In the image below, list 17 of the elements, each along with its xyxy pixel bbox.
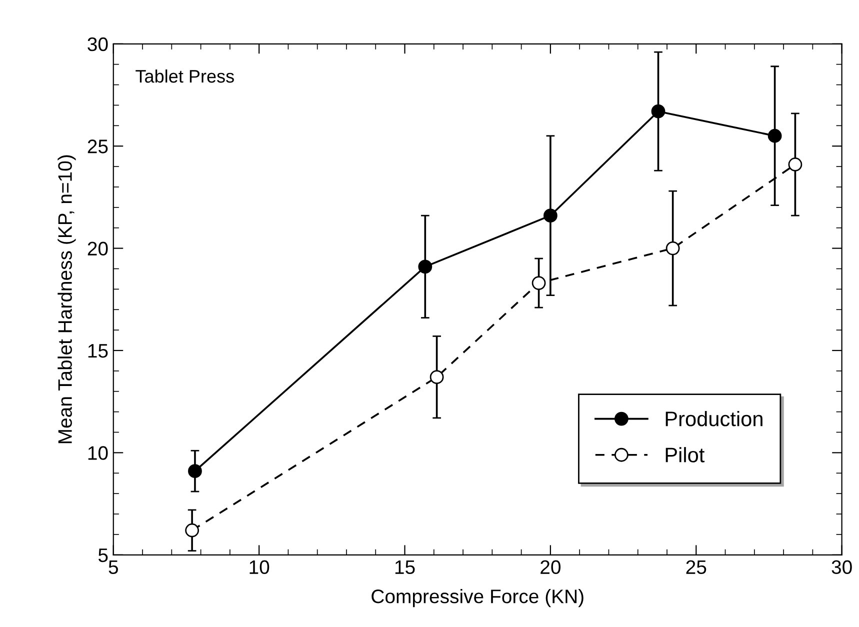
x-tick-label: 30	[832, 560, 852, 574]
legend-label: Production	[666, 410, 762, 426]
legend-label: Pilot	[666, 447, 705, 462]
y-axis-title: Mean Tablet Hardness (KP, n=10)	[58, 155, 76, 444]
annotation: Tablet Press	[136, 69, 234, 83]
y-tick-label: 5	[98, 548, 108, 562]
x-axis-title: Compressive Force (KN)	[372, 588, 584, 608]
y-tick-label: 10	[88, 446, 108, 460]
y-tick-label: 15	[88, 344, 108, 358]
y-tick-label: 30	[88, 37, 108, 52]
x-tick-label: 15	[395, 560, 415, 574]
x-tick-label: 20	[540, 560, 560, 574]
x-tick-label: 10	[250, 560, 270, 574]
x-tick-label: 25	[686, 560, 706, 574]
x-tick-label: 5	[108, 560, 118, 574]
y-tick-label: 25	[88, 140, 108, 154]
y-tick-label: 20	[88, 242, 108, 256]
